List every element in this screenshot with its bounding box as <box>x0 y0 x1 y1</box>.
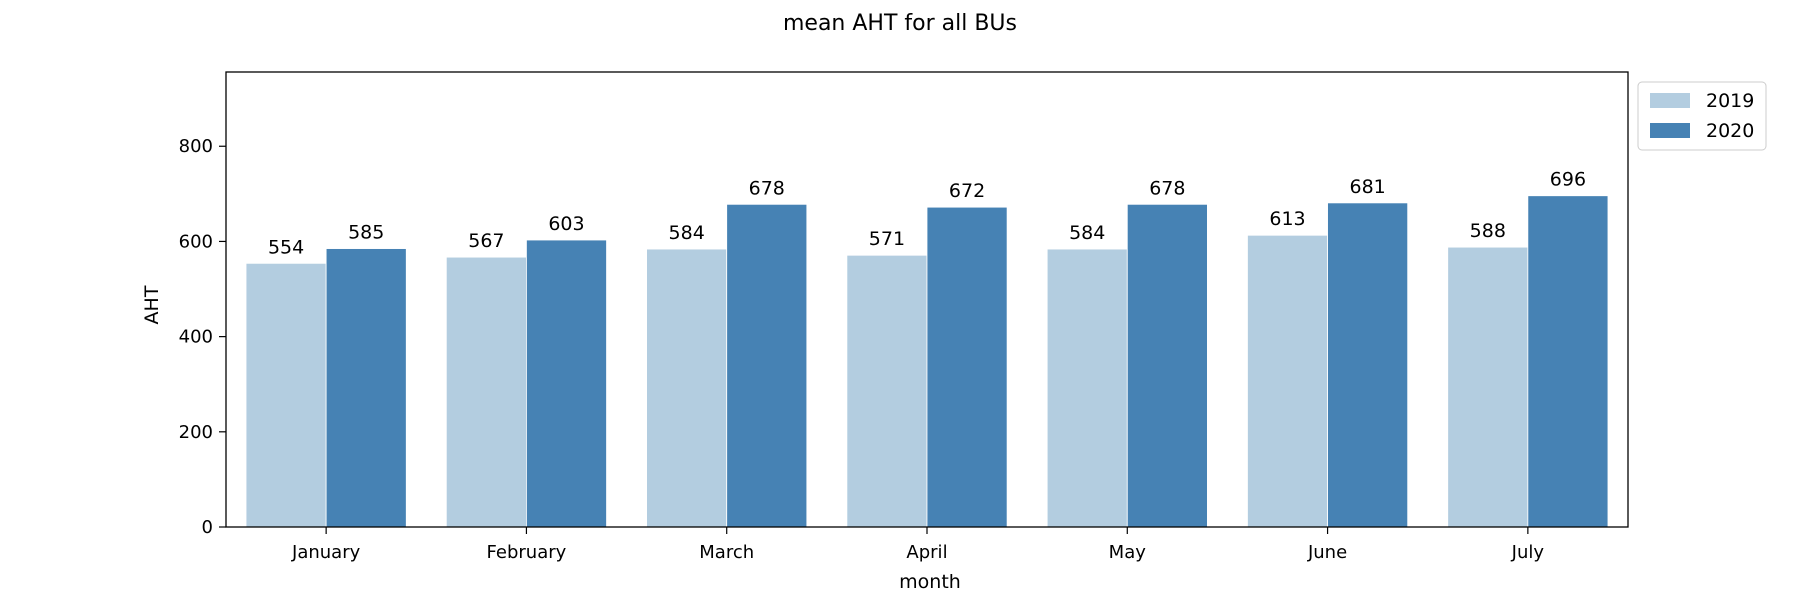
legend-label: 2019 <box>1706 90 1754 112</box>
bar-2019-january <box>245 262 327 528</box>
data-labels-layer: 554 567 584 571 584 613 588 585 603 678 672 678 681 6… <box>268 169 1586 259</box>
data-label: 585 <box>348 222 384 244</box>
legend-swatch-2019 <box>1650 93 1690 108</box>
y-tick-label: 200 <box>179 422 213 443</box>
data-label: 571 <box>869 228 905 250</box>
bar-2020-april <box>926 206 1008 528</box>
x-tick-label: May <box>1109 542 1147 563</box>
y-tick-label: 600 <box>179 231 213 252</box>
y-tick-label: 800 <box>179 136 213 157</box>
data-label: 696 <box>1550 169 1586 191</box>
x-tick-label: January <box>291 542 361 563</box>
legend-swatch-2020 <box>1650 123 1690 138</box>
x-axis-label: month <box>899 571 961 593</box>
data-label: 588 <box>1470 220 1506 242</box>
data-label: 584 <box>669 222 705 244</box>
bar-2020-january <box>325 248 407 528</box>
bar-2020-july <box>1527 195 1609 528</box>
x-tick-label: July <box>1511 542 1545 563</box>
bar-2019-may <box>1046 248 1128 528</box>
bar-2019-march <box>646 248 728 528</box>
legend-label: 2020 <box>1706 120 1754 142</box>
data-label: 613 <box>1269 208 1305 230</box>
bar-2020-march <box>726 203 808 528</box>
axes-layer: 0 200 400 600 800 January February March April Ma… <box>179 71 1629 563</box>
data-label: 584 <box>1069 222 1105 244</box>
x-tick-label: June <box>1307 542 1347 563</box>
data-label: 554 <box>268 236 304 258</box>
bar-2019-july <box>1447 246 1529 528</box>
data-label: 678 <box>749 177 785 199</box>
bar-2019-february <box>445 256 527 528</box>
x-tick-label: March <box>699 542 754 563</box>
y-tick-label: 0 <box>202 517 213 538</box>
y-axis-label: AHT <box>141 285 163 324</box>
x-tick-label: February <box>487 542 567 563</box>
data-label: 603 <box>548 213 584 235</box>
y-tick-label: 400 <box>179 327 213 348</box>
data-label: 678 <box>1149 177 1185 199</box>
bar-2019-april <box>846 254 928 528</box>
bar-2019-june <box>1247 234 1328 528</box>
data-label: 672 <box>949 180 985 202</box>
legend: 2019 2020 <box>1637 81 1767 151</box>
bar-2020-june <box>1327 202 1409 528</box>
data-label: 681 <box>1349 176 1385 198</box>
data-label: 567 <box>468 230 504 252</box>
bar-2020-may <box>1126 203 1208 528</box>
chart-title: mean AHT for all BUs <box>783 11 1017 36</box>
bars-layer <box>245 195 1609 528</box>
bar-2020-february <box>526 239 607 528</box>
x-tick-label: April <box>906 542 947 563</box>
